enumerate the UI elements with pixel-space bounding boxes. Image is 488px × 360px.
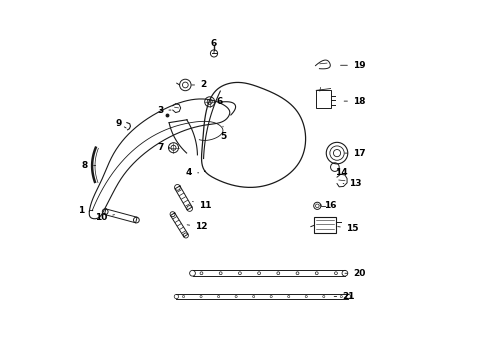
- Text: 7: 7: [157, 143, 170, 152]
- Text: 6: 6: [210, 39, 217, 53]
- Bar: [316, 90, 330, 108]
- Bar: [314, 217, 335, 233]
- Text: 19: 19: [340, 61, 365, 70]
- Text: 12: 12: [187, 222, 207, 231]
- Text: 5: 5: [220, 126, 225, 141]
- Text: 14: 14: [334, 168, 347, 177]
- Text: 21: 21: [333, 292, 354, 301]
- Text: 3: 3: [157, 105, 171, 114]
- Text: 4: 4: [185, 168, 198, 177]
- Text: 20: 20: [344, 269, 365, 278]
- Text: 18: 18: [344, 96, 365, 105]
- Text: 8: 8: [81, 161, 96, 170]
- Text: 17: 17: [344, 149, 365, 158]
- Text: 9: 9: [115, 119, 126, 128]
- Text: 1: 1: [78, 206, 93, 215]
- Text: 13: 13: [343, 179, 361, 188]
- Text: 15: 15: [337, 224, 358, 233]
- Text: 6: 6: [210, 96, 222, 105]
- Text: 10: 10: [95, 213, 114, 222]
- Text: 16: 16: [319, 201, 336, 210]
- Text: 11: 11: [192, 201, 211, 210]
- Text: 2: 2: [191, 81, 206, 90]
